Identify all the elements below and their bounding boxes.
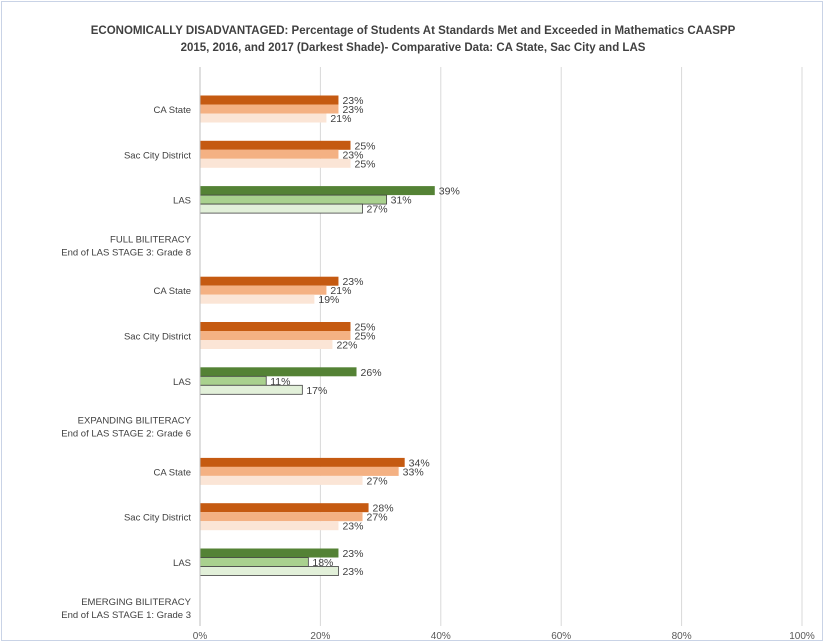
x-tick-label: 100% [789, 631, 815, 642]
category-label: Sac City District [124, 150, 191, 161]
group-label: End of LAS STAGE 2: Grade 6 [61, 429, 191, 440]
group-label: EXPANDING BILITERACY [78, 416, 192, 427]
bar [199, 203, 363, 214]
data-label: 23% [342, 149, 363, 161]
group-label: EMERGING BILITERACY [81, 597, 191, 608]
bar [200, 475, 363, 485]
data-label: 34% [409, 457, 430, 469]
bar [200, 457, 405, 467]
bar [200, 285, 327, 295]
group-label: End of LAS STAGE 1: Grade 3 [61, 610, 191, 621]
data-label: 23% [342, 521, 363, 533]
group-label: End of LAS STAGE 3: Grade 8 [61, 247, 191, 258]
category-label: LAS [173, 196, 191, 207]
data-label: 33% [403, 466, 424, 478]
bar [199, 384, 303, 395]
bar [200, 521, 339, 531]
bar [200, 95, 339, 105]
bar [200, 512, 363, 522]
bar [200, 149, 339, 159]
data-label: 27% [367, 512, 388, 524]
bar [199, 375, 267, 386]
bar [200, 276, 339, 286]
x-tick-label: 40% [431, 631, 451, 642]
x-tick-label: 20% [310, 631, 330, 642]
data-label: 27% [367, 475, 388, 487]
data-label: 26% [361, 367, 382, 379]
data-label: 27% [367, 204, 388, 216]
data-label: 23% [342, 276, 363, 288]
data-label: 21% [330, 113, 351, 125]
chart-title-line1: ECONOMICALLY DISADVANTAGED: Percentage o… [91, 25, 736, 37]
bar [199, 566, 339, 576]
bar [200, 367, 357, 377]
bar [200, 113, 327, 123]
data-label: 28% [373, 503, 394, 515]
bar [200, 503, 369, 513]
x-tick-label: 80% [672, 631, 692, 642]
bar [200, 548, 339, 558]
category-label: CA State [154, 105, 192, 116]
bar [200, 322, 351, 331]
chart-title-line2: 2015, 2016, and 2017 (Darkest Shade)- Co… [181, 42, 646, 54]
data-label: 31% [391, 195, 412, 207]
data-label: 11% [270, 376, 290, 388]
bar [200, 140, 351, 150]
data-label: 25% [355, 140, 376, 152]
bar [199, 557, 309, 567]
data-label: 22% [336, 340, 357, 352]
data-label: 23% [342, 548, 363, 560]
x-tick-label: 60% [551, 631, 571, 642]
data-label: 25% [355, 322, 376, 334]
data-label: 18% [312, 557, 333, 569]
category-label: Sac City District [124, 513, 191, 524]
x-tick-label: 0% [193, 631, 208, 642]
data-label: 23% [342, 95, 363, 107]
data-label: 23% [342, 104, 363, 116]
bar [200, 294, 315, 304]
category-label: CA State [154, 286, 192, 297]
data-label: 25% [355, 331, 376, 343]
data-label: 25% [355, 158, 376, 170]
category-label: Sac City District [124, 332, 191, 343]
category-label: LAS [173, 558, 191, 569]
data-label: 21% [330, 285, 351, 297]
bar [199, 194, 388, 205]
category-label: CA State [154, 467, 192, 478]
bar [200, 466, 399, 476]
category-label: LAS [173, 377, 191, 388]
bar [200, 340, 333, 349]
bar [200, 331, 351, 340]
bar [200, 158, 351, 168]
group-label: FULL BILITERACY [110, 234, 192, 245]
bar [200, 104, 339, 114]
data-label: 39% [439, 186, 460, 198]
data-label: 17% [306, 385, 327, 397]
data-label: 23% [342, 566, 363, 578]
data-label: 19% [318, 294, 339, 306]
bar [200, 186, 435, 196]
